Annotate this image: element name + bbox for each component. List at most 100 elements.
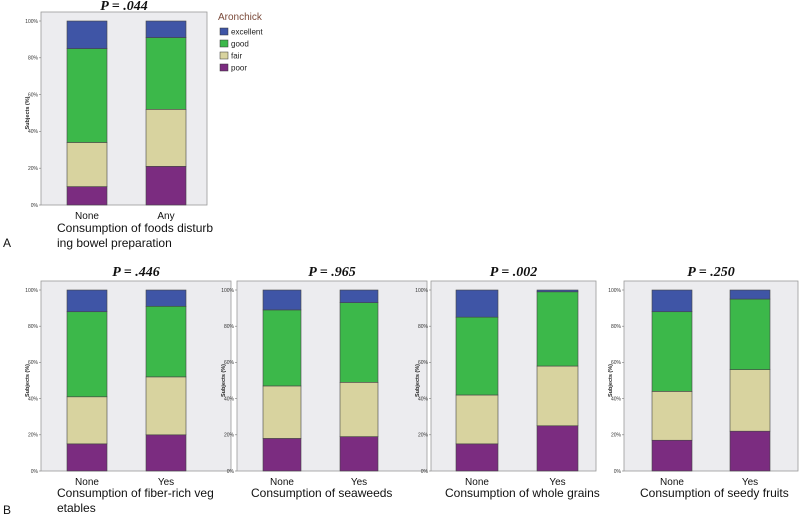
legend-swatch-fair bbox=[219, 51, 229, 60]
charts: P = .044 Subjects (%) 0% 20% 40% 60% 80% 100% No… bbox=[25, 0, 799, 515]
y-tick-label: 100% bbox=[608, 288, 621, 294]
bar-segment-fair-none bbox=[262, 385, 302, 439]
y-tick-label: 20% bbox=[611, 433, 622, 439]
bar-segment-good-yes bbox=[339, 302, 379, 383]
y-tick-label: 80% bbox=[224, 324, 235, 330]
y-tick-label: 0% bbox=[31, 203, 39, 209]
y-tick-label: 0% bbox=[227, 469, 235, 475]
bar-segment-good-none bbox=[455, 316, 499, 396]
x-category-label: Yes bbox=[158, 477, 174, 488]
x-axis-label: Consumption of seedy fruits bbox=[640, 486, 789, 500]
y-tick-label: 20% bbox=[418, 433, 429, 439]
y-axis-label: Subjects (%) bbox=[221, 364, 227, 397]
p-value-title: P = .002 bbox=[490, 265, 538, 280]
bar-segment-fair-yes bbox=[145, 376, 187, 436]
x-category-label: Any bbox=[157, 211, 174, 222]
y-tick-label: 60% bbox=[611, 360, 622, 366]
y-axis-label: Subjects (%) bbox=[608, 364, 614, 397]
bar-segment-poor-none bbox=[66, 186, 108, 206]
legend: Aronchick excellent good fair poor bbox=[218, 12, 263, 73]
bar-segment-poor-none bbox=[66, 443, 108, 472]
y-tick-label: 0% bbox=[614, 469, 622, 475]
bar-segment-good-none bbox=[651, 311, 693, 392]
y-tick-label: 40% bbox=[418, 396, 429, 402]
y-tick-label: 60% bbox=[418, 360, 429, 366]
bar-segment-excellent-none bbox=[66, 20, 108, 49]
legend-swatch-poor bbox=[219, 63, 229, 72]
legend-item-good: good bbox=[219, 40, 249, 49]
x-axis-label: ing bowel preparation bbox=[57, 236, 172, 250]
bar-segment-poor-none bbox=[262, 438, 302, 472]
legend-title: Aronchick bbox=[218, 12, 263, 23]
chart-3: P = .965 Subjects (%) 0% 20% 40% 60% 80% 100% No… bbox=[221, 265, 428, 500]
bar-segment-fair-none bbox=[66, 396, 108, 445]
plot-area bbox=[623, 280, 799, 472]
bar-segment-good-yes bbox=[729, 298, 771, 370]
x-category-label: None bbox=[75, 211, 99, 222]
y-tick-label: 40% bbox=[28, 129, 39, 135]
bar-segment-fair-none bbox=[651, 391, 693, 441]
y-tick-label: 80% bbox=[28, 56, 39, 62]
bar-segment-good-none bbox=[66, 311, 108, 398]
x-axis-label: Consumption of foods disturb bbox=[57, 221, 213, 235]
y-tick-label: 100% bbox=[25, 19, 38, 25]
legend-item-excellent: excellent bbox=[219, 27, 263, 37]
legend-swatch-excellent bbox=[219, 27, 229, 36]
bar-segment-excellent-none bbox=[651, 289, 693, 313]
chart-2: P = .446 Subjects (%) 0% 20% 40% 60% 80% 100% No… bbox=[25, 265, 232, 515]
y-tick-label: 40% bbox=[224, 396, 235, 402]
y-tick-label: 0% bbox=[31, 469, 39, 475]
p-value-title: P = .044 bbox=[100, 0, 148, 14]
bar-segment-good-none bbox=[262, 309, 302, 387]
x-category-label: Yes bbox=[351, 477, 367, 488]
bar-segment-excellent-any bbox=[145, 20, 187, 38]
bar-segment-fair-none bbox=[455, 394, 499, 445]
legend-label-excellent: excellent bbox=[231, 28, 263, 37]
y-tick-label: 40% bbox=[28, 396, 39, 402]
bar-segment-excellent-none bbox=[455, 289, 499, 318]
legend-label-good: good bbox=[231, 40, 249, 49]
bar-segment-fair-any bbox=[145, 109, 187, 167]
chart-4: P = .002 Subjects (%) 0% 20% 40% 60% 80% 100% No… bbox=[415, 265, 600, 500]
y-tick-label: 0% bbox=[421, 469, 429, 475]
bar-segment-poor-none bbox=[455, 443, 499, 472]
bar-segment-poor-yes bbox=[145, 434, 187, 472]
x-category-label: None bbox=[75, 477, 99, 488]
x-axis-label: Consumption of fiber-rich veg bbox=[57, 486, 214, 500]
p-value-title: P = .965 bbox=[308, 265, 356, 280]
bar-segment-good-yes bbox=[536, 291, 579, 367]
panel-letter-a: A bbox=[3, 236, 11, 250]
y-tick-label: 80% bbox=[28, 324, 39, 330]
x-axis-label: Consumption of whole grains bbox=[445, 486, 600, 500]
bar-segment-poor-yes bbox=[729, 430, 771, 472]
y-tick-label: 20% bbox=[224, 433, 235, 439]
bar-segment-good-none bbox=[66, 48, 108, 143]
x-axis-label: etables bbox=[57, 501, 96, 515]
legend-label-fair: fair bbox=[231, 52, 242, 61]
x-category-label: None bbox=[660, 477, 684, 488]
legend-item-poor: poor bbox=[219, 63, 247, 73]
x-category-label: None bbox=[270, 477, 294, 488]
bar-segment-excellent-yes bbox=[729, 289, 771, 300]
bar-segment-good-any bbox=[145, 37, 187, 110]
y-tick-label: 100% bbox=[25, 288, 38, 294]
y-tick-label: 80% bbox=[418, 324, 429, 330]
bar-segment-fair-yes bbox=[339, 382, 379, 437]
bar-segment-good-yes bbox=[145, 305, 187, 378]
y-tick-label: 100% bbox=[415, 288, 428, 294]
x-axis-label: Consumption of seaweeds bbox=[251, 486, 392, 500]
y-tick-label: 40% bbox=[611, 396, 622, 402]
y-axis-label: Subjects (%) bbox=[25, 96, 31, 129]
bar-segment-poor-any bbox=[145, 166, 187, 206]
bar-segment-fair-yes bbox=[729, 369, 771, 432]
bar-segment-poor-yes bbox=[339, 436, 379, 472]
y-tick-label: 100% bbox=[221, 288, 234, 294]
chart-1: P = .044 Subjects (%) 0% 20% 40% 60% 80% 100% No… bbox=[25, 0, 213, 250]
panel-letter-b: B bbox=[3, 503, 11, 516]
x-category-label: None bbox=[465, 477, 489, 488]
y-tick-label: 80% bbox=[611, 324, 622, 330]
p-value-title: P = .446 bbox=[112, 265, 160, 280]
y-tick-label: 20% bbox=[28, 433, 39, 439]
y-tick-label: 20% bbox=[28, 166, 39, 172]
